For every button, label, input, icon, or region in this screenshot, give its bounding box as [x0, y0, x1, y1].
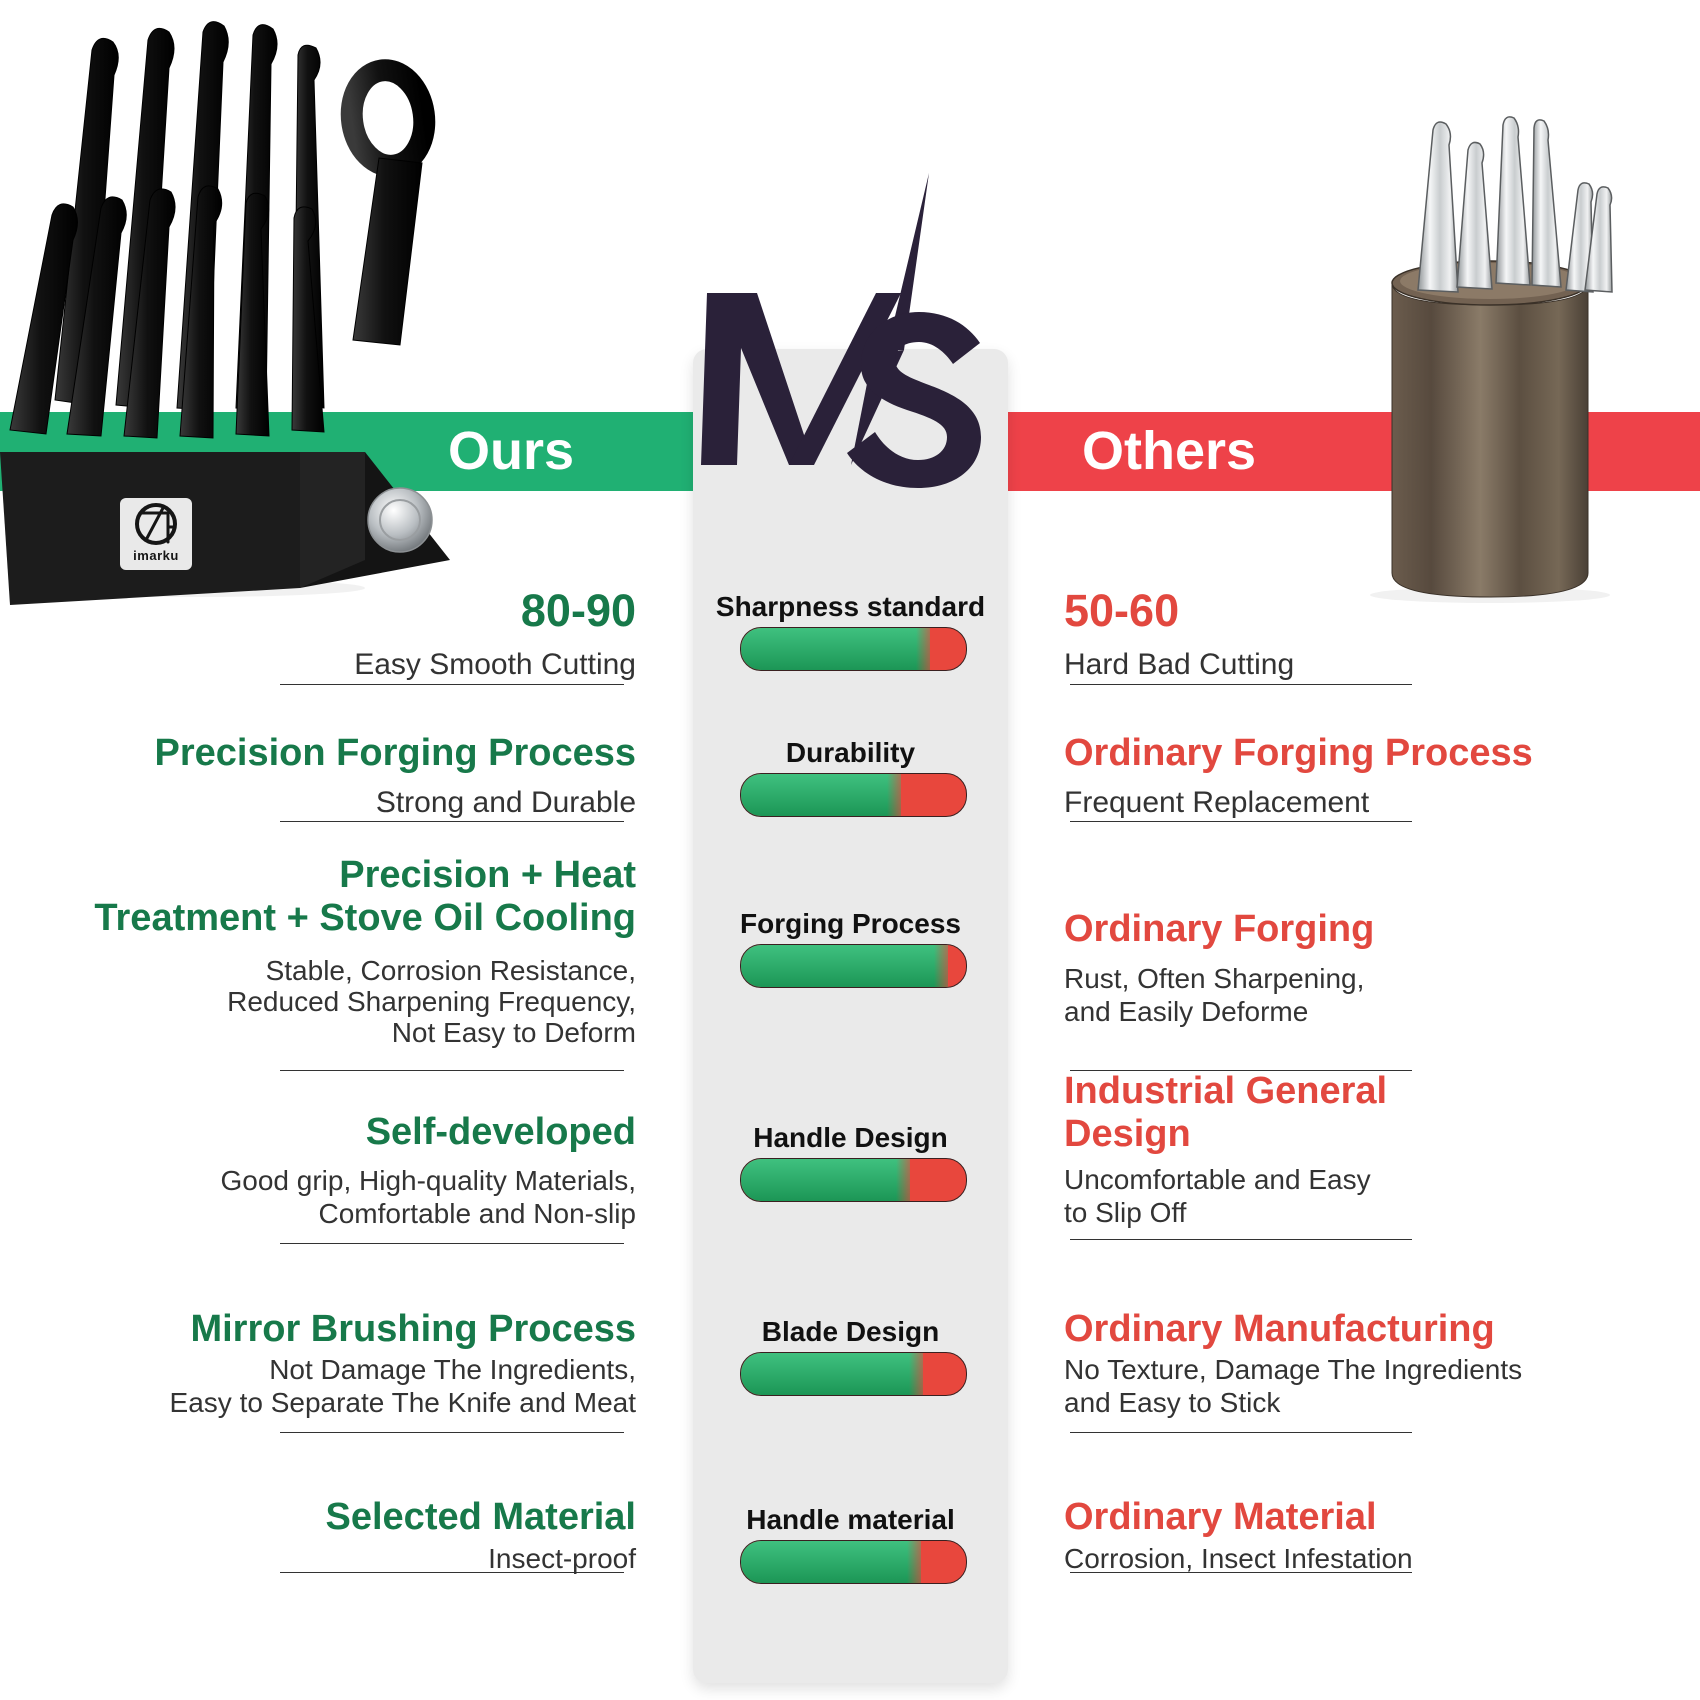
svg-text:imarku: imarku: [133, 548, 179, 563]
